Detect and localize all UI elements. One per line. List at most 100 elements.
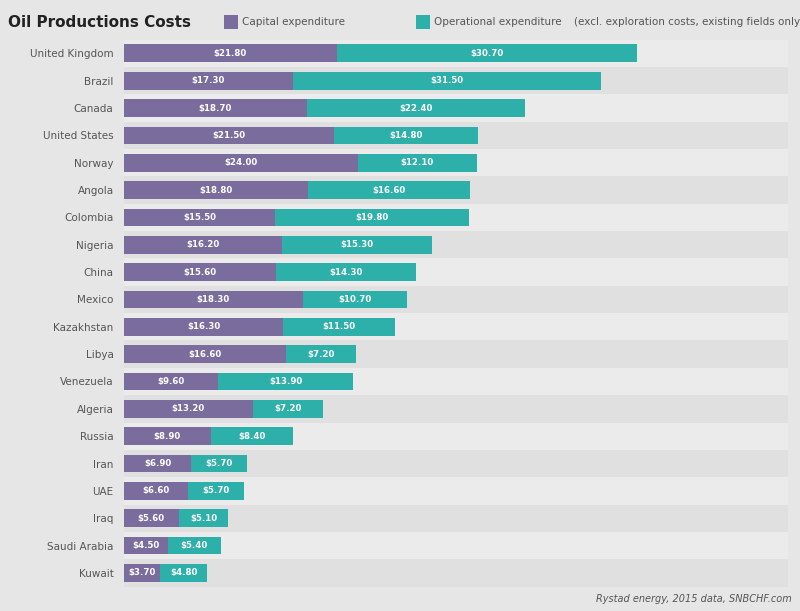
Bar — [124, 181, 307, 199]
Bar — [337, 45, 637, 62]
Text: Operational expenditure: Operational expenditure — [434, 17, 562, 27]
Bar — [358, 154, 477, 172]
Text: $14.30: $14.30 — [330, 268, 363, 277]
Bar — [302, 291, 407, 309]
Text: $5.40: $5.40 — [181, 541, 208, 550]
Bar — [124, 482, 189, 500]
Text: $18.70: $18.70 — [198, 104, 232, 112]
Bar — [124, 427, 211, 445]
Bar — [124, 67, 788, 94]
Text: $18.30: $18.30 — [197, 295, 230, 304]
Bar — [178, 510, 229, 527]
Bar — [124, 94, 788, 122]
Text: $16.20: $16.20 — [186, 240, 220, 249]
Text: $17.30: $17.30 — [192, 76, 225, 85]
Text: $10.70: $10.70 — [338, 295, 371, 304]
Bar — [124, 236, 282, 254]
Bar — [124, 313, 788, 340]
Bar — [124, 455, 191, 472]
Bar — [124, 395, 788, 422]
Text: $22.40: $22.40 — [399, 104, 433, 112]
Bar — [191, 455, 247, 472]
Bar — [334, 126, 478, 144]
Bar — [286, 345, 357, 363]
Bar — [124, 532, 788, 559]
Bar — [124, 291, 302, 309]
Bar — [124, 149, 788, 177]
Text: $16.30: $16.30 — [187, 323, 220, 331]
Text: $6.90: $6.90 — [144, 459, 171, 468]
Text: $7.20: $7.20 — [307, 349, 335, 359]
Bar — [124, 340, 788, 368]
Text: Capital expenditure: Capital expenditure — [242, 17, 346, 27]
Bar — [124, 45, 337, 62]
Bar — [293, 72, 601, 90]
Bar — [124, 40, 788, 67]
Bar — [124, 564, 160, 582]
Text: $15.50: $15.50 — [183, 213, 216, 222]
Text: $16.60: $16.60 — [189, 349, 222, 359]
Text: $4.50: $4.50 — [132, 541, 159, 550]
Text: Oil Productions Costs: Oil Productions Costs — [8, 15, 191, 31]
Bar — [283, 318, 395, 335]
Text: $9.60: $9.60 — [158, 377, 185, 386]
Text: $21.80: $21.80 — [214, 49, 247, 58]
Text: $16.60: $16.60 — [372, 186, 406, 194]
Bar — [160, 564, 207, 582]
Bar — [124, 318, 283, 335]
Text: $18.80: $18.80 — [199, 186, 233, 194]
Text: $15.60: $15.60 — [184, 268, 217, 277]
Bar — [124, 99, 306, 117]
Bar — [253, 400, 323, 418]
Text: $13.90: $13.90 — [269, 377, 302, 386]
Text: $5.70: $5.70 — [202, 486, 230, 496]
Bar — [124, 505, 788, 532]
Bar — [306, 99, 526, 117]
Bar — [124, 177, 788, 203]
Text: $5.10: $5.10 — [190, 514, 217, 522]
Bar — [276, 263, 416, 281]
Bar — [124, 231, 788, 258]
Bar — [189, 482, 244, 500]
Text: $14.80: $14.80 — [390, 131, 423, 140]
Bar — [124, 400, 253, 418]
Bar — [282, 236, 431, 254]
Text: $3.70: $3.70 — [128, 568, 156, 577]
Text: $13.20: $13.20 — [172, 404, 205, 413]
Text: $8.90: $8.90 — [154, 432, 181, 441]
Bar — [124, 345, 286, 363]
Bar — [124, 536, 168, 554]
Text: Rystad energy, 2015 data, SNBCHF.com: Rystad energy, 2015 data, SNBCHF.com — [596, 594, 792, 604]
Bar — [124, 263, 276, 281]
Bar — [124, 510, 178, 527]
Text: $5.70: $5.70 — [206, 459, 233, 468]
Text: $8.40: $8.40 — [238, 432, 266, 441]
Text: $5.60: $5.60 — [138, 514, 165, 522]
Text: $15.30: $15.30 — [340, 240, 374, 249]
Bar — [124, 368, 788, 395]
Text: $19.80: $19.80 — [355, 213, 389, 222]
Bar — [124, 373, 218, 390]
Text: $7.20: $7.20 — [274, 404, 302, 413]
Bar — [307, 181, 470, 199]
Text: $31.50: $31.50 — [430, 76, 463, 85]
Text: (excl. exploration costs, existing fields only): (excl. exploration costs, existing field… — [574, 17, 800, 27]
Text: $6.60: $6.60 — [142, 486, 170, 496]
Text: $4.80: $4.80 — [170, 568, 198, 577]
Bar — [218, 373, 354, 390]
Bar — [124, 450, 788, 477]
Bar — [124, 122, 788, 149]
Bar — [124, 72, 293, 90]
Text: $24.00: $24.00 — [225, 158, 258, 167]
Bar — [124, 258, 788, 286]
Bar — [124, 208, 275, 226]
Bar — [124, 154, 358, 172]
Text: $30.70: $30.70 — [470, 49, 503, 58]
Bar — [211, 427, 293, 445]
Text: $12.10: $12.10 — [401, 158, 434, 167]
Bar — [275, 208, 469, 226]
Text: $21.50: $21.50 — [213, 131, 246, 140]
Bar — [124, 559, 788, 587]
Bar — [124, 286, 788, 313]
Bar — [124, 422, 788, 450]
